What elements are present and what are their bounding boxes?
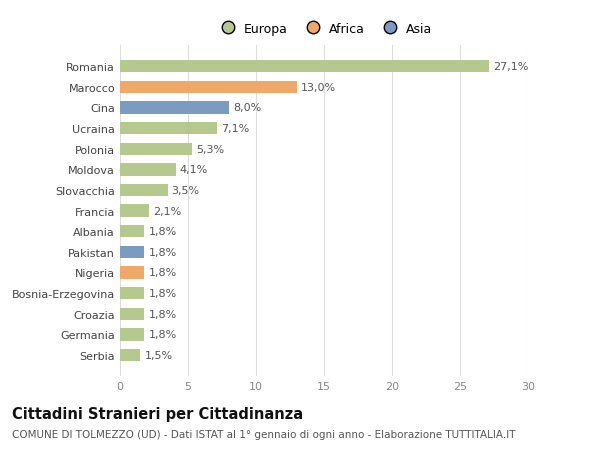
Bar bbox=[120, 61, 488, 73]
Bar bbox=[120, 287, 145, 300]
Bar bbox=[120, 349, 140, 361]
Text: 1,8%: 1,8% bbox=[149, 227, 177, 237]
Text: 5,3%: 5,3% bbox=[196, 145, 224, 154]
Text: 1,8%: 1,8% bbox=[149, 268, 177, 278]
Bar bbox=[120, 329, 145, 341]
Text: 7,1%: 7,1% bbox=[221, 124, 249, 134]
Text: Cittadini Stranieri per Cittadinanza: Cittadini Stranieri per Cittadinanza bbox=[12, 406, 303, 421]
Text: 1,8%: 1,8% bbox=[149, 247, 177, 257]
Text: 13,0%: 13,0% bbox=[301, 83, 336, 93]
Bar bbox=[120, 267, 145, 279]
Text: 1,8%: 1,8% bbox=[149, 288, 177, 298]
Bar bbox=[120, 164, 176, 176]
Bar bbox=[120, 185, 167, 197]
Bar bbox=[120, 225, 145, 238]
Text: 8,0%: 8,0% bbox=[233, 103, 261, 113]
Bar bbox=[120, 246, 145, 258]
Text: 2,1%: 2,1% bbox=[152, 206, 181, 216]
Bar bbox=[120, 123, 217, 135]
Bar bbox=[120, 143, 192, 156]
Text: 3,5%: 3,5% bbox=[172, 185, 200, 196]
Bar bbox=[120, 205, 149, 217]
Text: COMUNE DI TOLMEZZO (UD) - Dati ISTAT al 1° gennaio di ogni anno - Elaborazione T: COMUNE DI TOLMEZZO (UD) - Dati ISTAT al … bbox=[12, 429, 515, 439]
Bar bbox=[120, 102, 229, 114]
Bar bbox=[120, 82, 297, 94]
Text: 4,1%: 4,1% bbox=[180, 165, 208, 175]
Legend: Europa, Africa, Asia: Europa, Africa, Asia bbox=[211, 18, 437, 41]
Text: 27,1%: 27,1% bbox=[493, 62, 528, 72]
Text: 1,5%: 1,5% bbox=[145, 350, 173, 360]
Text: 1,8%: 1,8% bbox=[149, 330, 177, 340]
Bar bbox=[120, 308, 145, 320]
Text: 1,8%: 1,8% bbox=[149, 309, 177, 319]
